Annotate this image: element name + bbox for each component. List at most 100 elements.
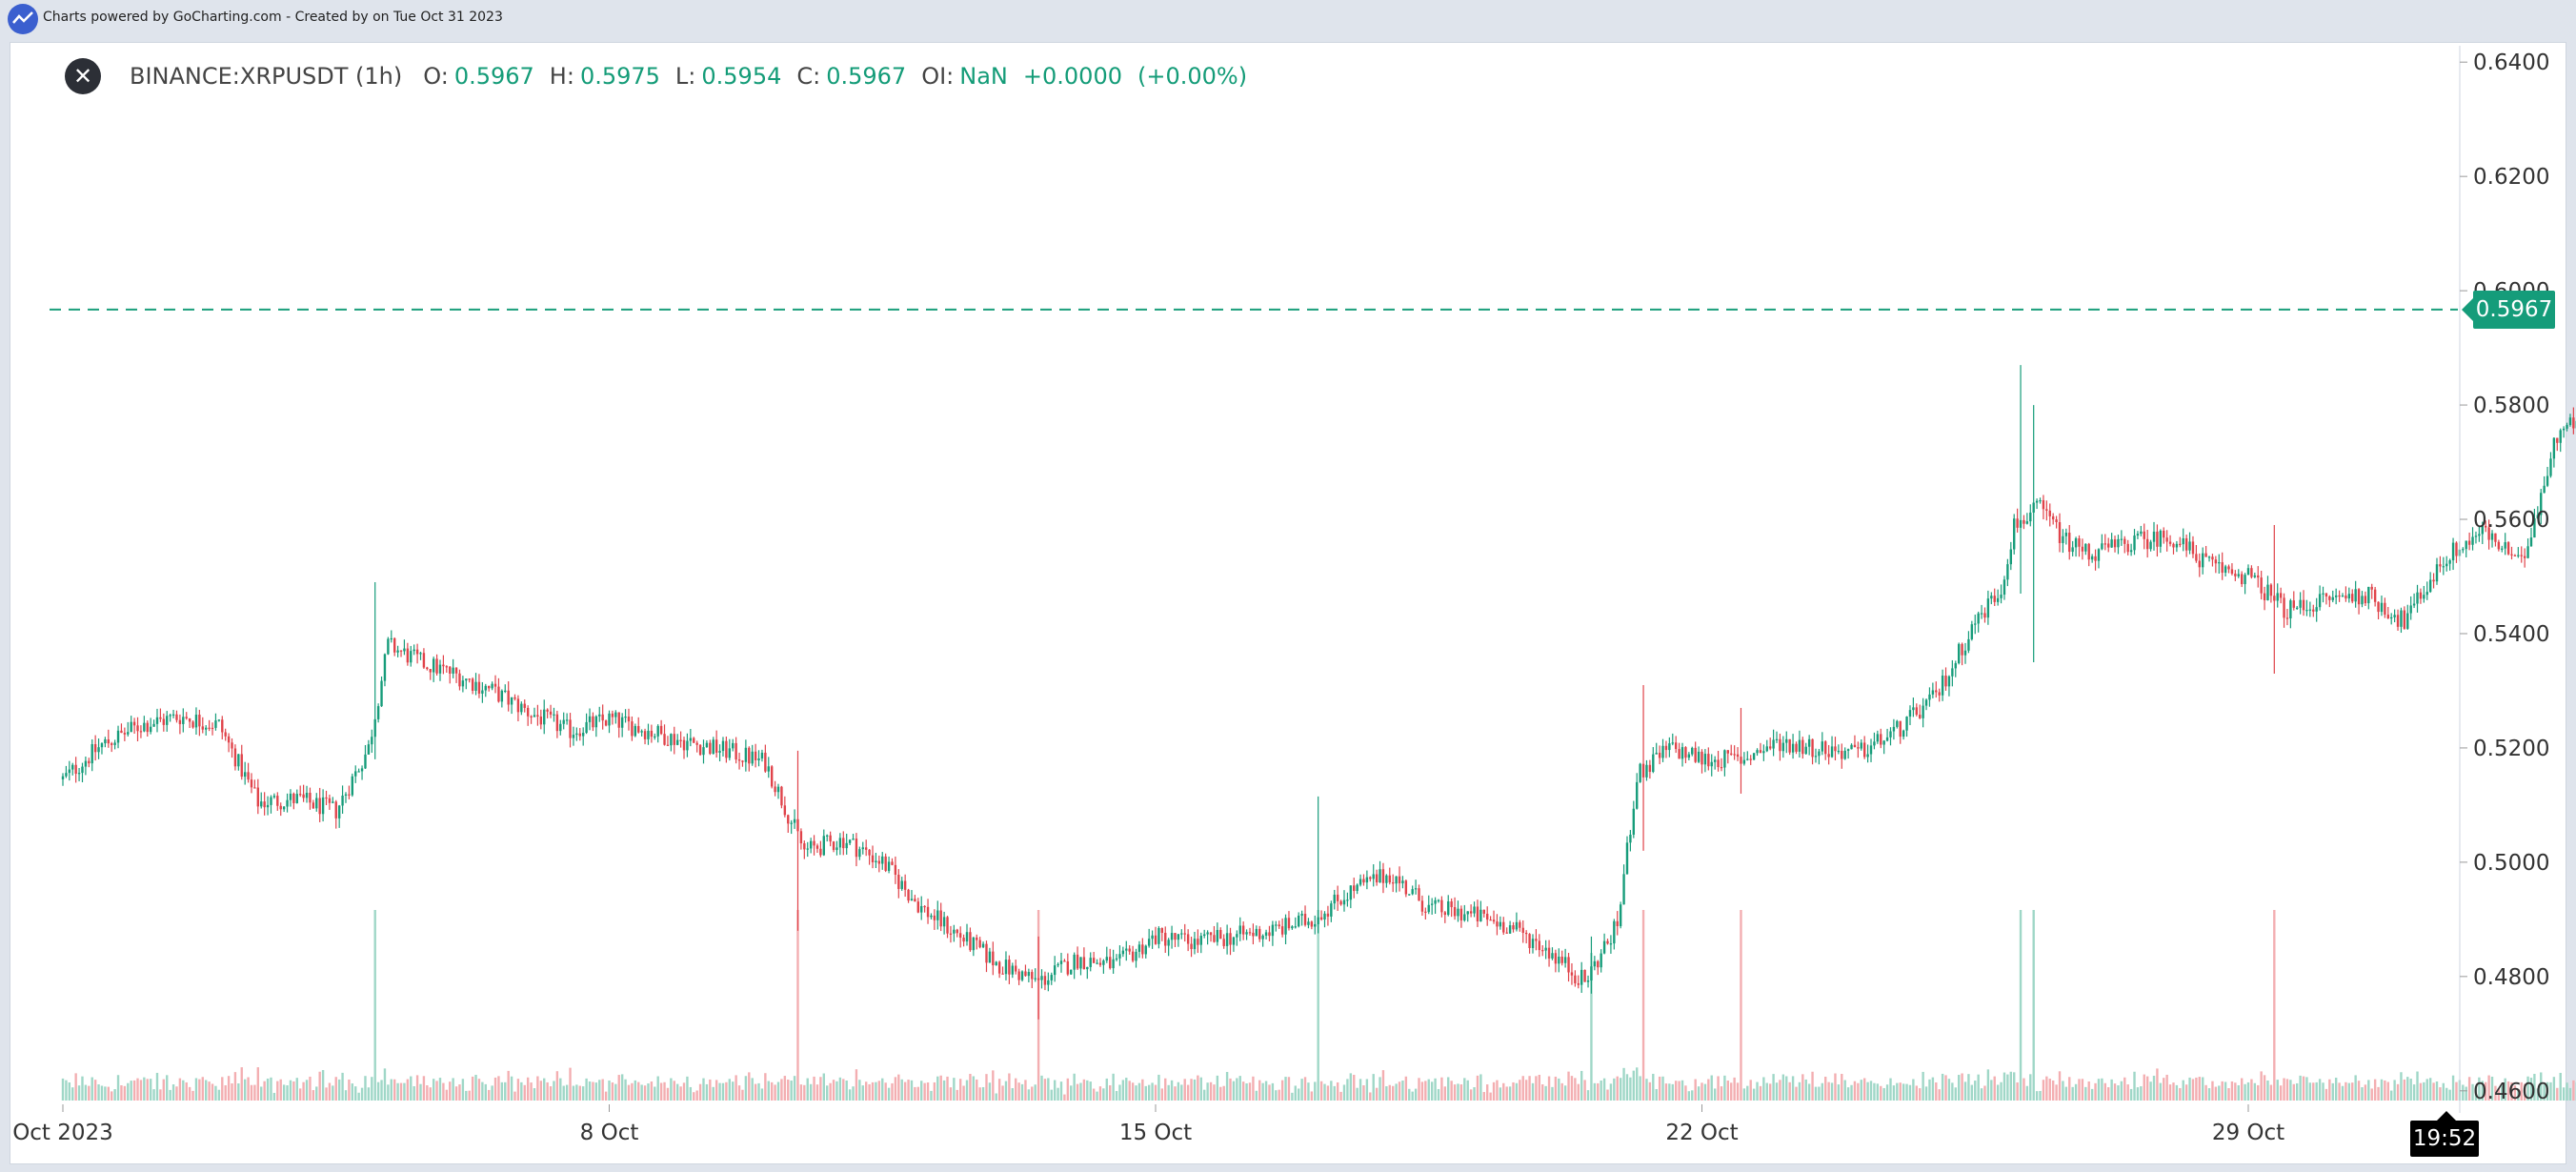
volume-bar [1547, 1076, 1551, 1101]
candle [598, 706, 601, 722]
volume-bar [578, 1085, 581, 1101]
volume-bar [1479, 1074, 1482, 1101]
candle [500, 689, 504, 708]
volume-bar [654, 1086, 656, 1101]
candle [877, 855, 881, 873]
candle [120, 723, 123, 734]
volume-bar [1434, 1078, 1437, 1101]
volume-bar [2263, 1075, 2266, 1101]
candle [1031, 969, 1034, 989]
close-x-icon[interactable]: ✕ [65, 58, 101, 94]
volume-bar [100, 1085, 104, 1101]
volume-bar [208, 1081, 211, 1101]
candle [705, 739, 709, 748]
volume-bar [2367, 1080, 2370, 1101]
volume-bar [1388, 1084, 1391, 1101]
candle [1330, 900, 1333, 922]
volume-bar [754, 1083, 757, 1101]
candle [1613, 919, 1616, 950]
candle [1645, 759, 1648, 781]
candle [1453, 897, 1457, 920]
candle [1658, 745, 1661, 765]
candle [698, 744, 702, 757]
volume-bar [1336, 1081, 1339, 1101]
candle [884, 853, 887, 873]
chart-frame[interactable] [10, 42, 2566, 1164]
candle [997, 960, 1001, 979]
candle [1252, 923, 1255, 945]
candle [829, 831, 832, 847]
volume-bar [2283, 1078, 2285, 1101]
volume-bar [2302, 1076, 2305, 1101]
candle [1938, 688, 1941, 702]
legend-low-label: L: [674, 63, 696, 90]
candle [1070, 969, 1073, 975]
volume-bar [2481, 1081, 2484, 1101]
candle [1570, 962, 1574, 985]
volume-bar [783, 1076, 787, 1101]
volume-bar [1661, 1076, 1664, 1101]
volume-bar [1011, 1088, 1014, 1101]
volume-bar [1902, 1083, 1905, 1101]
volume-bar [903, 1081, 907, 1101]
candle [712, 737, 714, 755]
volume-bar [1447, 1077, 1450, 1101]
volume-bar [1206, 1082, 1209, 1101]
candle [507, 681, 510, 712]
volume-bar [1144, 1085, 1147, 1101]
volume-bar [266, 1078, 270, 1101]
volume-bar [191, 1090, 194, 1101]
candle [1762, 744, 1765, 761]
candle [702, 739, 705, 764]
candle [1137, 940, 1141, 959]
candle [97, 738, 100, 759]
price-axis[interactable]: 0.64000.62000.60000.58000.56000.54000.52… [2460, 51, 2549, 1104]
volume-bar [292, 1081, 295, 1101]
candle [1567, 952, 1570, 982]
volume-bar [399, 1082, 403, 1101]
candle [1466, 911, 1469, 922]
candle [1857, 741, 1860, 758]
candle [663, 724, 666, 746]
volume-bar [1674, 1081, 1678, 1101]
candle [2302, 590, 2305, 616]
candle [1177, 934, 1180, 947]
volume-bar [926, 1082, 930, 1101]
volume-bar [1993, 1076, 1996, 1101]
volume-bar [787, 1079, 790, 1101]
volume-bar [1613, 1078, 1616, 1101]
candle [946, 916, 949, 939]
volume-bar [493, 1077, 497, 1101]
y-tick-label: 0.5600 [2473, 508, 2549, 533]
candle [2071, 540, 2074, 556]
candle [1131, 945, 1135, 963]
time-axis[interactable]: Oct 2023 8 Oct 15 Oct 22 Oct 29 Oct [12, 1104, 2284, 1145]
candle [2214, 556, 2218, 574]
volume-bar [2533, 1074, 2536, 1101]
volume-bar [1834, 1073, 1837, 1101]
candle [221, 716, 224, 740]
volume-bar [790, 1081, 793, 1101]
candle [132, 717, 136, 735]
volume-bar [1401, 1081, 1404, 1101]
volume-bar [569, 1067, 572, 1101]
volume-bar [813, 1076, 815, 1101]
volume-bar [2143, 1074, 2145, 1101]
candle [1420, 895, 1424, 917]
volume-bar [1353, 1075, 1356, 1101]
candle [1164, 926, 1167, 954]
candle [2182, 528, 2184, 552]
volume-bar [2207, 1088, 2211, 1101]
candle [533, 707, 536, 717]
candle [116, 725, 120, 749]
volume-bar [1339, 1091, 1342, 1101]
candle [2400, 607, 2403, 634]
candle [1232, 936, 1236, 952]
y-tick-label: 0.6200 [2473, 165, 2549, 190]
volume-bar [962, 1085, 965, 1101]
volume-bar [111, 1091, 113, 1101]
candle [2136, 531, 2140, 539]
volume-bar [510, 1076, 513, 1101]
legend-close-value: 0.5967 [826, 63, 907, 90]
